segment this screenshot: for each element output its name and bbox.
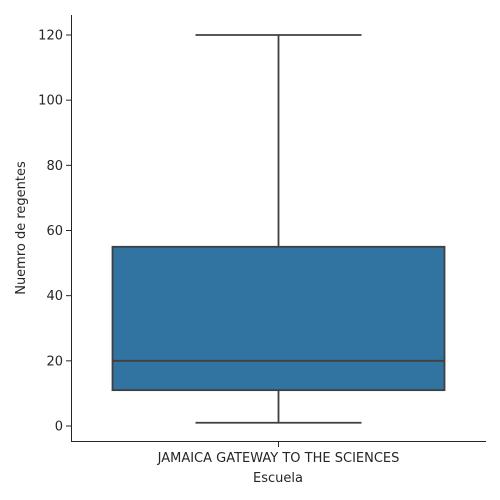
y-ticks: 0 20 40 60 80 100 120: [38, 29, 71, 435]
iqr-box: [111, 245, 446, 392]
x-tick-label: JAMAICA GATEWAY TO THE SCIENCES: [157, 451, 400, 466]
y-tick-label: 40: [46, 289, 63, 304]
y-tick-label: 0: [55, 420, 63, 435]
x-axis-label: Escuela: [253, 471, 303, 486]
y-tick-label: 80: [46, 159, 63, 174]
x-ticks: JAMAICA GATEWAY TO THE SCIENCES: [157, 442, 400, 466]
y-tick-label: 120: [38, 29, 63, 44]
y-tick-label: 20: [46, 354, 63, 369]
y-tick-label: 100: [38, 94, 63, 109]
boxes: [111, 34, 446, 424]
y-tick-label: 60: [46, 224, 63, 239]
y-axis-label: Nuemro de regentes: [14, 161, 29, 295]
